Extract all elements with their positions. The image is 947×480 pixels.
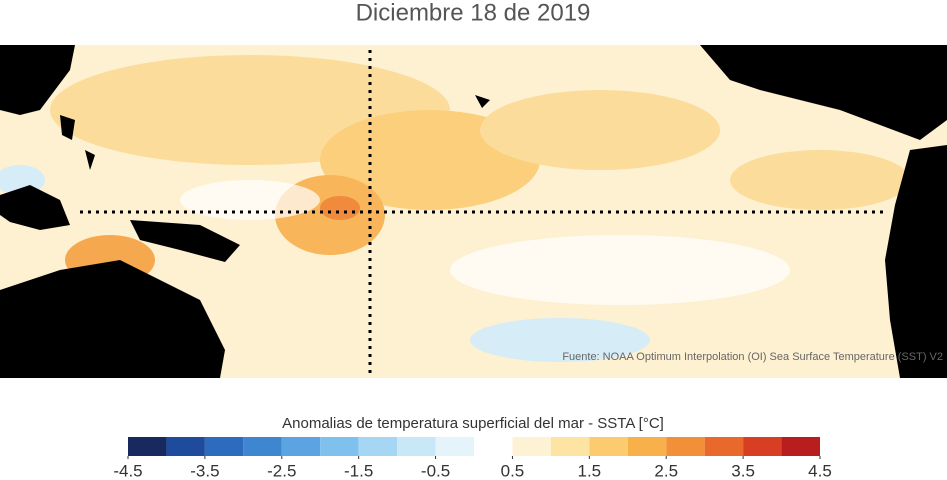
title: Diciembre 18 de 2019	[356, 0, 591, 26]
map: Fuente: NOAA Optimum Interpolation (OI) …	[0, 45, 947, 378]
tick-label: -3.5	[190, 461, 219, 480]
colorbar-box	[243, 437, 282, 456]
tick-label: -0.5	[421, 461, 450, 480]
colorbar-box	[704, 437, 744, 456]
colorbar-label: Anomalias de temperatura superficial del…	[282, 415, 664, 432]
colorbar-box	[281, 437, 321, 456]
colorbar-box	[627, 437, 667, 456]
colorbar-box	[204, 437, 244, 456]
colorbar-box	[512, 437, 551, 456]
tick-label: -1.5	[344, 461, 373, 480]
colorbar-box	[781, 437, 820, 456]
tick-label: 2.5	[654, 461, 678, 480]
tick-label: -2.5	[267, 461, 296, 480]
source: Fuente: NOAA Optimum Interpolation (OI) …	[562, 351, 943, 363]
colorbar-box	[320, 437, 359, 456]
colorbar: -4.5 -3.5 -2.5 -1.5 -0.5 0.5 1.5 2.5 3.5 4.5	[113, 437, 832, 480]
colorbar-box	[397, 437, 436, 456]
colorbar-box	[435, 437, 474, 456]
tick-label: 0.5	[501, 461, 525, 480]
colorbar-box	[474, 437, 513, 456]
colorbar-box	[743, 437, 782, 456]
colorbar-box	[550, 437, 590, 456]
tick-label: -4.5	[113, 461, 142, 480]
tick-label: 1.5	[578, 461, 602, 480]
colorbar-box	[589, 437, 628, 456]
colorbar-box	[166, 437, 205, 456]
colorbar-box	[358, 437, 398, 456]
colorbar-box	[666, 437, 705, 456]
colorbar-box	[128, 437, 167, 456]
tick-label: 3.5	[731, 461, 755, 480]
tick-label: 4.5	[808, 461, 832, 480]
